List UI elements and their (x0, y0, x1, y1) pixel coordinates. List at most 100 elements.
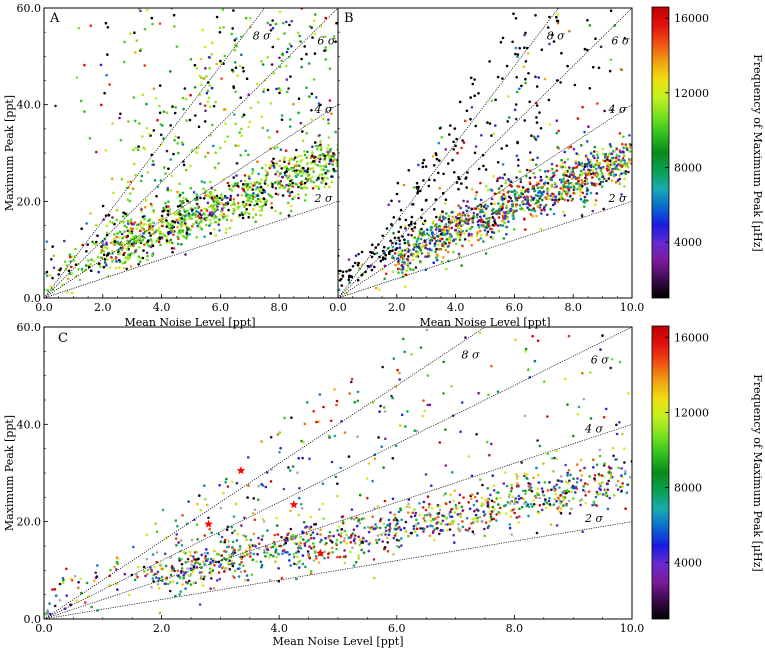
scatter-point (222, 203, 226, 206)
scatter-point (495, 519, 498, 522)
scatter-point (176, 221, 180, 224)
scatter-point (399, 225, 403, 229)
scatter-point (489, 493, 492, 497)
x-tick-label: 8.0 (270, 301, 288, 314)
scatter-point (580, 498, 584, 501)
scatter-point (185, 119, 188, 122)
scatter-point (157, 226, 161, 230)
scatter-point (396, 368, 399, 372)
scatter-point (259, 213, 263, 217)
scatter-point (150, 570, 153, 573)
scatter-point (415, 185, 419, 189)
scatter-point (465, 229, 468, 233)
scatter-point (524, 60, 528, 63)
scatter-point (413, 508, 416, 511)
scatter-point (427, 505, 431, 509)
sigma-line (338, 104, 632, 298)
scatter-point (474, 194, 478, 197)
scatter-point (296, 471, 299, 475)
scatter-point (135, 39, 139, 42)
scatter-point (172, 233, 175, 236)
scatter-point (572, 191, 575, 195)
scatter-point (200, 218, 203, 222)
scatter-point (429, 519, 433, 523)
scatter-point (232, 562, 236, 565)
scatter-point (178, 204, 182, 207)
scatter-point (565, 491, 568, 495)
scatter-point (398, 239, 402, 242)
scatter-point (442, 217, 446, 221)
scatter-point (538, 444, 542, 448)
scatter-point (302, 171, 305, 175)
scatter-point (600, 172, 604, 175)
scatter-point (165, 149, 169, 153)
scatter-point (277, 37, 280, 41)
scatter-point (246, 578, 250, 582)
scatter-point (179, 590, 182, 593)
scatter-point (534, 163, 538, 166)
scatter-point (312, 170, 316, 173)
scatter-point (500, 207, 504, 211)
scatter-point (198, 494, 201, 497)
scatter-point (583, 130, 586, 134)
scatter-point (600, 474, 604, 477)
scatter-point (541, 193, 544, 196)
y-tick-label: 40.0 (17, 418, 42, 431)
scatter-point (213, 214, 217, 218)
scatter-point (105, 254, 109, 257)
scatter-point (385, 272, 388, 276)
scatter-point (608, 166, 611, 170)
scatter-point (180, 567, 184, 570)
scatter-point (564, 170, 568, 173)
scatter-point (283, 32, 286, 35)
scatter-point (532, 171, 535, 175)
scatter-point (197, 222, 201, 225)
scatter-point (458, 212, 462, 215)
scatter-point (349, 550, 352, 554)
scatter-point (127, 245, 130, 248)
scatter-point (438, 228, 441, 231)
scatter-point (141, 235, 144, 238)
scatter-point (259, 200, 263, 203)
scatter-point (115, 568, 118, 571)
scatter-point (591, 65, 595, 69)
scatter-point (620, 474, 623, 477)
scatter-point (276, 180, 279, 183)
scatter-point (350, 377, 354, 381)
scatter-point (242, 534, 245, 537)
scatter-point (602, 207, 605, 211)
scatter-point (416, 429, 419, 433)
scatter-point (586, 19, 589, 22)
scatter-point (160, 579, 164, 583)
scatter-point (509, 500, 513, 504)
scatter-point (242, 69, 245, 73)
scatter-point (398, 424, 402, 427)
scatter-point (153, 572, 157, 576)
scatter-point (302, 520, 306, 524)
scatter-point (490, 364, 493, 368)
scatter-point (122, 60, 126, 64)
scatter-point (264, 178, 268, 182)
scatter-point (236, 162, 239, 165)
scatter-point (61, 283, 64, 286)
scatter-point (512, 228, 516, 231)
scatter-point (473, 78, 476, 81)
scatter-point (625, 147, 629, 151)
scatter-point (245, 77, 249, 80)
scatter-point (546, 291, 549, 294)
scatter-point (397, 545, 401, 549)
y-tick-label: 20.0 (17, 195, 42, 208)
scatter-point (557, 198, 561, 201)
scatter-point (279, 183, 283, 187)
scatter-point (589, 371, 592, 374)
scatter-point (584, 502, 587, 505)
scatter-point (587, 170, 591, 174)
scatter-point (281, 194, 285, 197)
scatter-point (437, 532, 441, 536)
sigma-label: 2 σ (608, 192, 627, 205)
scatter-point (604, 493, 607, 497)
scatter-point (419, 260, 422, 263)
scatter-point (283, 156, 287, 159)
scatter-point (295, 183, 299, 186)
